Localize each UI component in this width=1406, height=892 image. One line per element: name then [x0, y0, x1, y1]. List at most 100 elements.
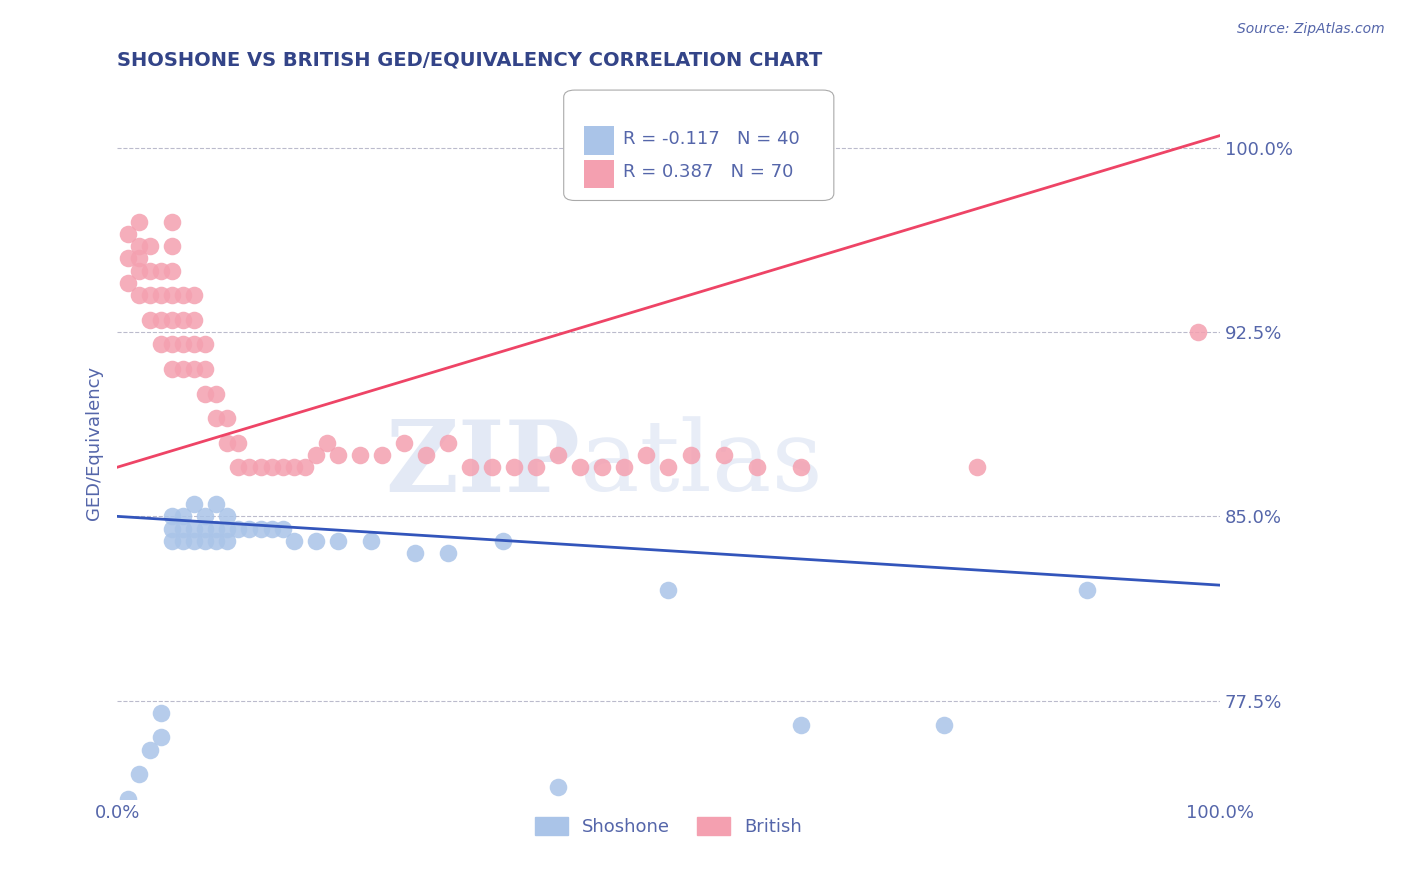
Text: atlas: atlas: [581, 417, 823, 512]
Point: [117, 252, 139, 266]
Point: [392, 435, 415, 450]
FancyBboxPatch shape: [564, 90, 834, 201]
Point: [304, 533, 326, 548]
Point: [150, 264, 173, 278]
Point: [304, 448, 326, 462]
Point: [790, 460, 813, 475]
Point: [238, 522, 260, 536]
Point: [194, 337, 217, 351]
Point: [139, 288, 162, 302]
Point: [139, 264, 162, 278]
Point: [713, 448, 735, 462]
Point: [162, 533, 184, 548]
Point: [458, 460, 481, 475]
Point: [657, 460, 679, 475]
Point: [238, 460, 260, 475]
Point: [613, 460, 636, 475]
Point: [172, 362, 194, 376]
Point: [162, 362, 184, 376]
Point: [183, 497, 205, 511]
Point: [217, 435, 239, 450]
Point: [117, 227, 139, 241]
Point: [172, 337, 194, 351]
Point: [150, 337, 173, 351]
Point: [569, 460, 592, 475]
Text: Source: ZipAtlas.com: Source: ZipAtlas.com: [1237, 22, 1385, 37]
Point: [128, 252, 150, 266]
Point: [326, 448, 349, 462]
Point: [260, 522, 283, 536]
Point: [128, 767, 150, 781]
Point: [150, 313, 173, 327]
Point: [139, 313, 162, 327]
Point: [194, 386, 217, 401]
Point: [349, 448, 371, 462]
Point: [437, 546, 460, 560]
Point: [492, 533, 515, 548]
Point: [172, 509, 194, 524]
Point: [205, 497, 228, 511]
Point: [217, 533, 239, 548]
Point: [437, 435, 460, 450]
Point: [117, 792, 139, 806]
Point: [183, 288, 205, 302]
Point: [194, 522, 217, 536]
Point: [360, 533, 382, 548]
Point: [162, 214, 184, 228]
Point: [790, 718, 813, 732]
Point: [162, 509, 184, 524]
Point: [139, 239, 162, 253]
Point: [183, 362, 205, 376]
Point: [150, 731, 173, 745]
Point: [162, 522, 184, 536]
Point: [283, 460, 305, 475]
Point: [966, 460, 988, 475]
Text: ZIP: ZIP: [385, 416, 581, 513]
Point: [205, 522, 228, 536]
Text: R = -0.117   N = 40: R = -0.117 N = 40: [623, 129, 800, 147]
Point: [271, 522, 294, 536]
Point: [194, 509, 217, 524]
Y-axis label: GED/Equivalency: GED/Equivalency: [86, 366, 103, 520]
Point: [217, 509, 239, 524]
Point: [150, 288, 173, 302]
Point: [172, 522, 194, 536]
Point: [371, 448, 394, 462]
Point: [271, 460, 294, 475]
Point: [162, 239, 184, 253]
Point: [315, 435, 337, 450]
Point: [162, 337, 184, 351]
Point: [194, 533, 217, 548]
Point: [1076, 582, 1098, 597]
FancyBboxPatch shape: [583, 127, 614, 154]
FancyBboxPatch shape: [583, 160, 614, 188]
Point: [249, 460, 271, 475]
Point: [128, 288, 150, 302]
Point: [503, 460, 526, 475]
Point: [172, 288, 194, 302]
Point: [183, 533, 205, 548]
Point: [150, 706, 173, 720]
Point: [172, 313, 194, 327]
Point: [128, 239, 150, 253]
Point: [283, 533, 305, 548]
Point: [636, 448, 658, 462]
Point: [932, 718, 955, 732]
Point: [294, 460, 316, 475]
Point: [228, 435, 250, 450]
Point: [547, 448, 569, 462]
Point: [481, 460, 503, 475]
Point: [117, 276, 139, 290]
Point: [183, 337, 205, 351]
Point: [205, 386, 228, 401]
Point: [547, 780, 569, 794]
Point: [139, 742, 162, 756]
Point: [415, 448, 437, 462]
Point: [1187, 325, 1209, 339]
Point: [128, 264, 150, 278]
Point: [194, 362, 217, 376]
Point: [228, 522, 250, 536]
Legend: Shoshone, British: Shoshone, British: [527, 809, 808, 843]
Point: [183, 522, 205, 536]
Point: [217, 522, 239, 536]
